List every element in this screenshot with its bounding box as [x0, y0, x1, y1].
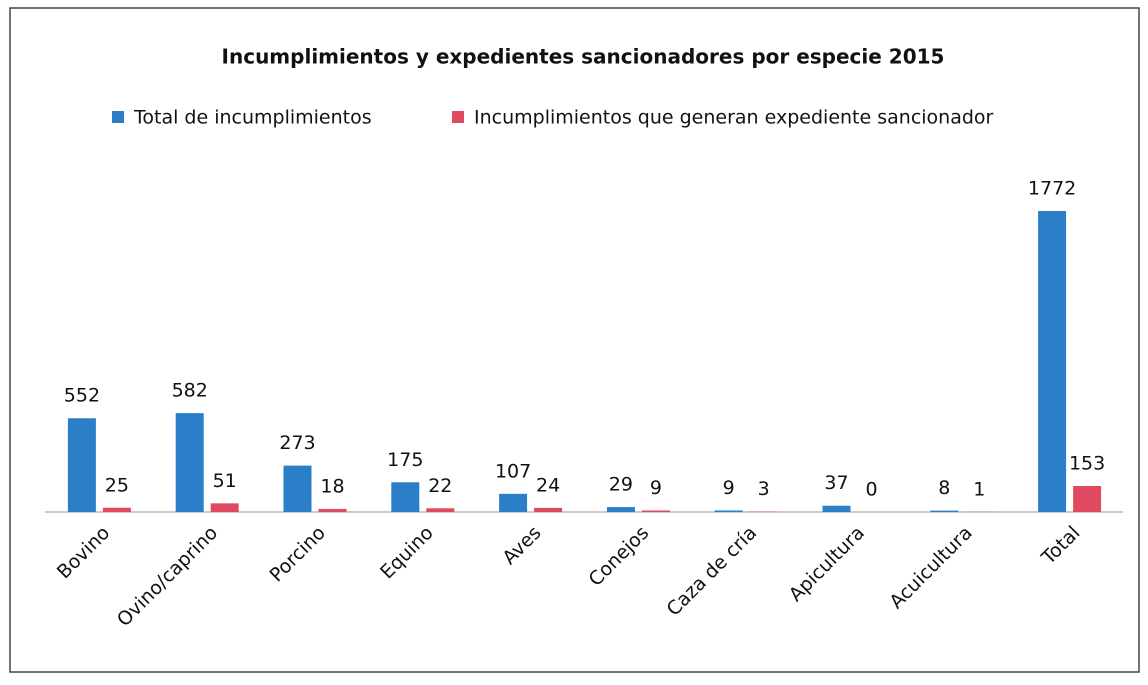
data-label: 22: [428, 475, 452, 497]
chart-frame: [9, 7, 1140, 673]
data-label: 582: [172, 380, 208, 402]
data-label: 107: [495, 460, 531, 482]
bar: [67, 418, 96, 512]
data-label: 153: [1069, 453, 1105, 475]
bar: [391, 482, 420, 512]
bar: [1038, 211, 1067, 512]
chart-title: Incumplimientos y expedientes sancionado…: [222, 45, 945, 69]
bar: [102, 507, 131, 512]
data-label: 3: [758, 478, 770, 500]
data-label: 1: [973, 478, 985, 500]
bar: [318, 508, 347, 512]
bar: [210, 503, 239, 512]
data-label: 9: [723, 477, 735, 499]
data-label: 37: [824, 472, 848, 494]
data-label: 29: [609, 474, 633, 496]
bar: [930, 510, 959, 512]
bar: [641, 510, 670, 512]
legend-swatch: [112, 111, 124, 123]
data-label: 24: [536, 474, 560, 496]
data-label: 25: [105, 474, 129, 496]
bar: [714, 510, 743, 512]
data-label: 0: [865, 479, 877, 501]
bar: [499, 493, 528, 512]
bar: [283, 465, 312, 512]
data-label: 51: [213, 470, 237, 492]
bar: [426, 508, 455, 512]
data-label: 1772: [1028, 178, 1076, 200]
data-label: 175: [387, 449, 423, 471]
bar: [175, 413, 204, 512]
data-label: 9: [650, 477, 662, 499]
data-label: 552: [64, 385, 100, 407]
bar: [534, 507, 563, 512]
bar: [606, 507, 635, 512]
legend-label: Incumplimientos que generan expediente s…: [474, 107, 994, 129]
data-label: 8: [938, 477, 950, 499]
bar: [749, 511, 778, 512]
legend-swatch: [452, 111, 464, 123]
legend-label: Total de incumplimientos: [133, 107, 372, 129]
bar: [1073, 486, 1102, 512]
bar: [822, 505, 851, 512]
data-label: 18: [320, 475, 344, 497]
data-label: 273: [279, 432, 315, 454]
